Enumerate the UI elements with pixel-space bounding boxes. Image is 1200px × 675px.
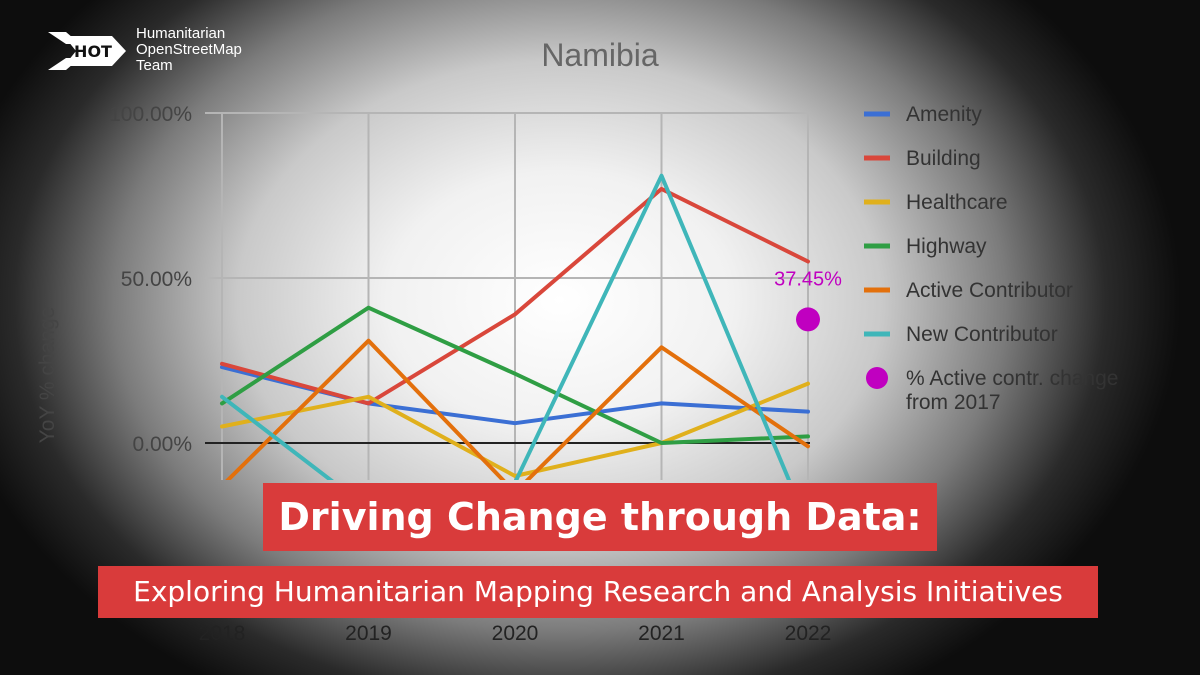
- hot-logo: HOT Humanitarian OpenStreetMap Team: [46, 26, 242, 76]
- chart-title: Namibia: [541, 37, 659, 73]
- y-tick-label: 0.00%: [132, 433, 192, 456]
- legend-label: Highway: [906, 235, 987, 258]
- legend-label: Building: [906, 147, 981, 170]
- legend-label: New Contributor: [906, 323, 1058, 346]
- series-line-new-contributor: [220, 173, 792, 480]
- org-name-line-1: Humanitarian: [136, 25, 226, 42]
- series-line-highway: [220, 305, 810, 445]
- gridlines: [205, 112, 810, 480]
- active-contr-marker: [796, 307, 820, 332]
- legend-label: Active Contributor: [906, 279, 1073, 302]
- legend-label: Amenity: [906, 103, 982, 126]
- legend-label: Healthcare: [906, 191, 1008, 214]
- x-tick-label: 2019: [345, 622, 392, 645]
- series-line-healthcare: [220, 381, 810, 478]
- series-lines: [220, 173, 810, 480]
- y-tick-labels: 100.00% 50.00% 0.00%: [109, 103, 192, 456]
- subheadline-banner: Exploring Humanitarian Mapping Research …: [98, 566, 1098, 618]
- marker-group: 37.45%: [774, 268, 842, 332]
- organization-name: Humanitarian OpenStreetMap Team: [136, 26, 242, 74]
- legend: Amenity Building Healthcare Highway Active C…: [864, 103, 1118, 414]
- marker-data-label: 37.45%: [774, 268, 842, 290]
- org-name-line-3: Team: [136, 57, 173, 74]
- legend-marker-swatch: [866, 367, 888, 389]
- headline-banner: Driving Change through Data:: [263, 483, 937, 551]
- y-tick-label: 100.00%: [109, 103, 192, 126]
- series-line-active-contributor: [225, 338, 810, 480]
- x-tick-label: 2020: [492, 622, 539, 645]
- x-tick-labels: 2018 2019 2020 2021 2022: [199, 622, 832, 645]
- hot-logo-mark: HOT: [48, 32, 126, 70]
- legend-marker-label: % Active contr. change from 2017: [906, 367, 1118, 414]
- x-tick-label: 2021: [638, 622, 685, 645]
- org-name-line-2: OpenStreetMap: [136, 41, 242, 58]
- x-tick-label: 2018: [199, 622, 246, 645]
- x-tick-label: 2022: [785, 622, 832, 645]
- logo-mark-text: HOT: [74, 42, 112, 61]
- y-axis-label: YoY % change: [36, 307, 59, 444]
- y-tick-label: 50.00%: [121, 268, 192, 291]
